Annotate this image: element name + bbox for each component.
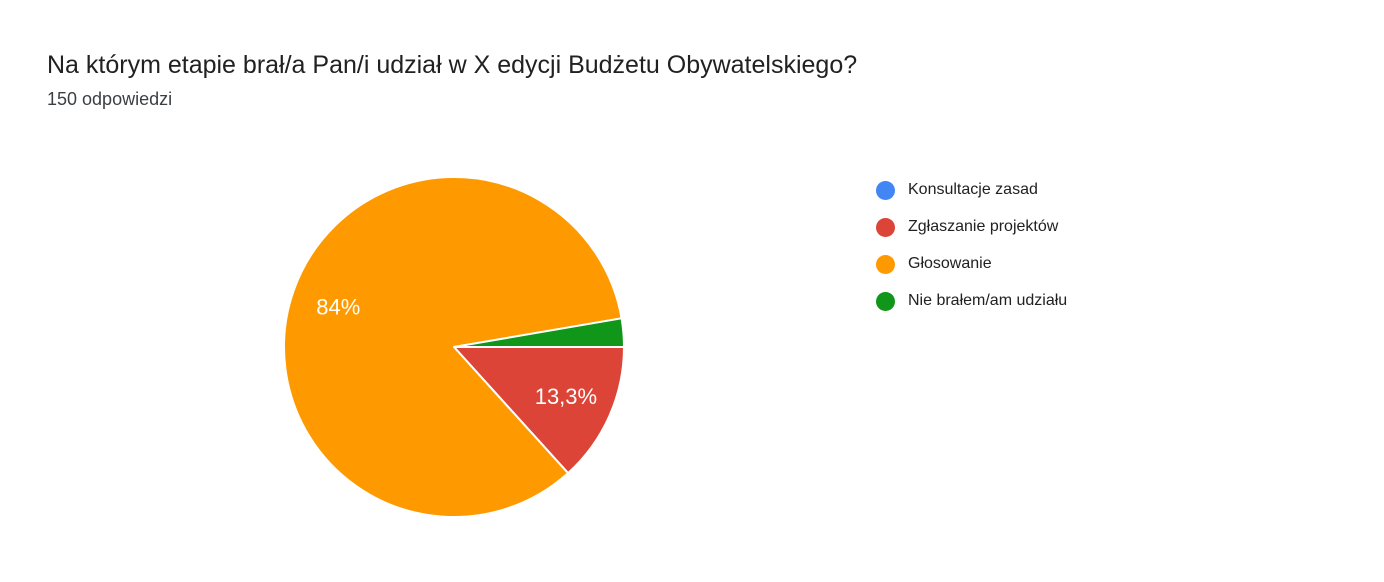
legend-item-3: Nie brałem/am udziału — [876, 289, 1067, 313]
legend-item-0: Konsultacje zasad — [876, 178, 1067, 202]
pie-slice-2 — [283, 176, 623, 518]
legend-label: Nie brałem/am udziału — [908, 292, 1068, 309]
responses-count: 150 odpowiedzi — [47, 89, 173, 109]
legend-color-dot — [876, 217, 895, 237]
slice-percentage-label-2: 84% — [316, 295, 360, 320]
legend-label: Zgłaszanie projektów — [908, 218, 1059, 235]
legend-color-dot — [876, 180, 895, 200]
chart-legend: Konsultacje zasad Zgłaszanie projektów Gło… — [876, 178, 1067, 313]
pie-slice-3 — [453, 317, 625, 348]
pie-slice-1 — [453, 346, 625, 475]
legend-item-1: Zgłaszanie projektów — [876, 215, 1067, 239]
slice-percentage-label-1: 13,3% — [535, 384, 597, 409]
legend-color-dot — [876, 254, 895, 274]
legend-item-2: Głosowanie — [876, 252, 1067, 276]
pie-chart: 13,3% 84% — [283, 176, 625, 518]
legend-label: Konsultacje zasad — [908, 181, 1038, 198]
legend-color-dot — [876, 291, 895, 311]
legend-label: Głosowanie — [908, 255, 992, 272]
chart-title: Na którym etapie brał/a Pan/i udział w X… — [47, 51, 858, 79]
